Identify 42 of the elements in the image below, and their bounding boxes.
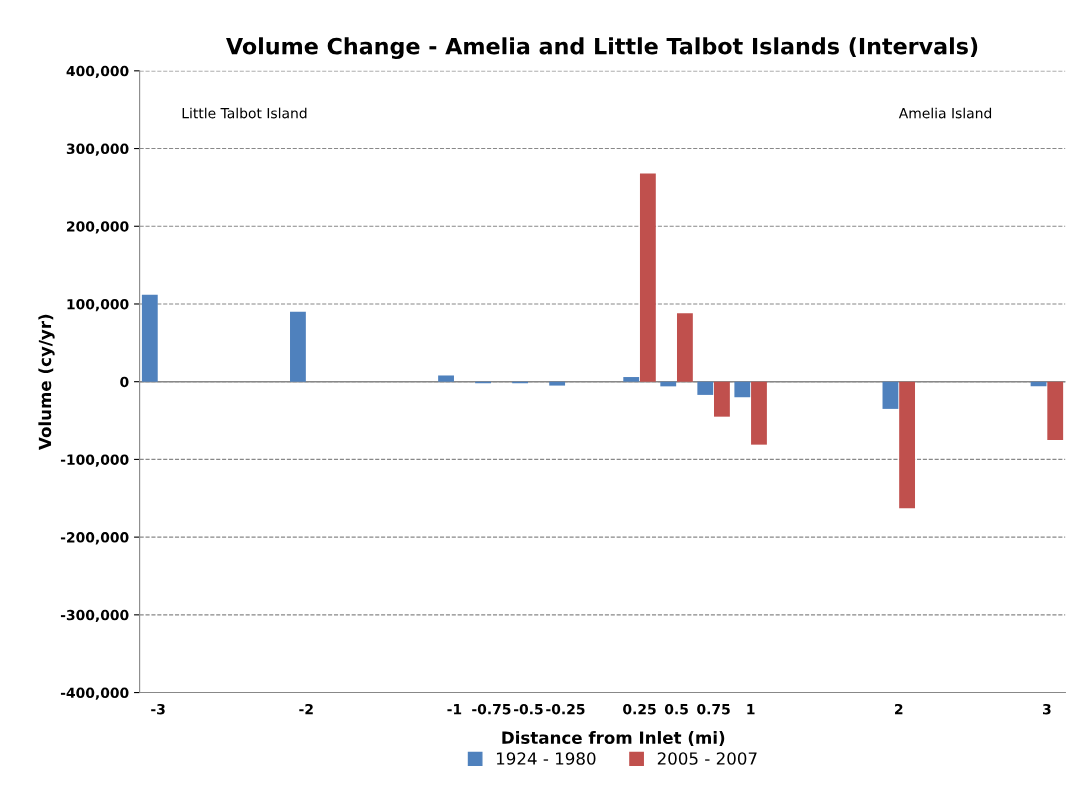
- bar: [1047, 381, 1064, 440]
- y-tick-label: 300,000: [66, 143, 129, 156]
- y-tick-label: 400,000: [66, 65, 129, 79]
- x-tick-label: 3: [1042, 703, 1051, 715]
- bar: [714, 381, 730, 417]
- x-axis-title: Distance from Inlet (mi): [502, 731, 725, 746]
- x-tick-label: -3: [151, 703, 165, 715]
- y-tick-label: -200,000: [60, 532, 129, 545]
- annotation: Little Talbot Island: [182, 107, 307, 119]
- x-tick-label: -0.75: [472, 703, 511, 715]
- x-tick-label: 0.5: [664, 703, 688, 715]
- chart-title: Volume Change - Amelia and Little Talbot Islands (Intervals): [226, 37, 978, 59]
- bar: [290, 311, 306, 382]
- legend-label: 2005 - 2007: [657, 752, 757, 765]
- x-tick-label: 2: [895, 703, 903, 715]
- x-tick-label: -1: [447, 704, 462, 715]
- y-tick-label: 0: [120, 376, 129, 388]
- bar: [639, 173, 656, 382]
- x-tick-label: 1: [747, 704, 755, 715]
- bar: [751, 381, 767, 445]
- legend-label: 1924 - 1980: [496, 752, 596, 765]
- bar: [734, 381, 751, 398]
- bar: [141, 294, 158, 382]
- x-tick-label: -2: [299, 703, 313, 715]
- y-tick-label: -100,000: [60, 454, 129, 467]
- x-tick-label: 0.25: [623, 703, 656, 715]
- y-axis-title: Volume (cy/yr): [38, 314, 55, 450]
- x-tick-label: -0.25: [546, 703, 585, 715]
- x-tick-label: -0.5: [514, 703, 543, 715]
- bar: [549, 381, 566, 386]
- annotation: Amelia Island: [898, 107, 992, 119]
- bar: [882, 381, 899, 409]
- bar: [676, 313, 693, 382]
- y-tick-label: -400,000: [60, 687, 129, 700]
- x-tick-label: 0.75: [697, 703, 730, 715]
- y-tick-label: 100,000: [67, 298, 129, 312]
- bar: [438, 375, 454, 382]
- bar: [623, 377, 640, 382]
- y-tick-label: 200,000: [67, 221, 129, 234]
- y-tick-label: -300,000: [60, 609, 129, 623]
- bar: [697, 381, 714, 395]
- bar: [899, 381, 916, 509]
